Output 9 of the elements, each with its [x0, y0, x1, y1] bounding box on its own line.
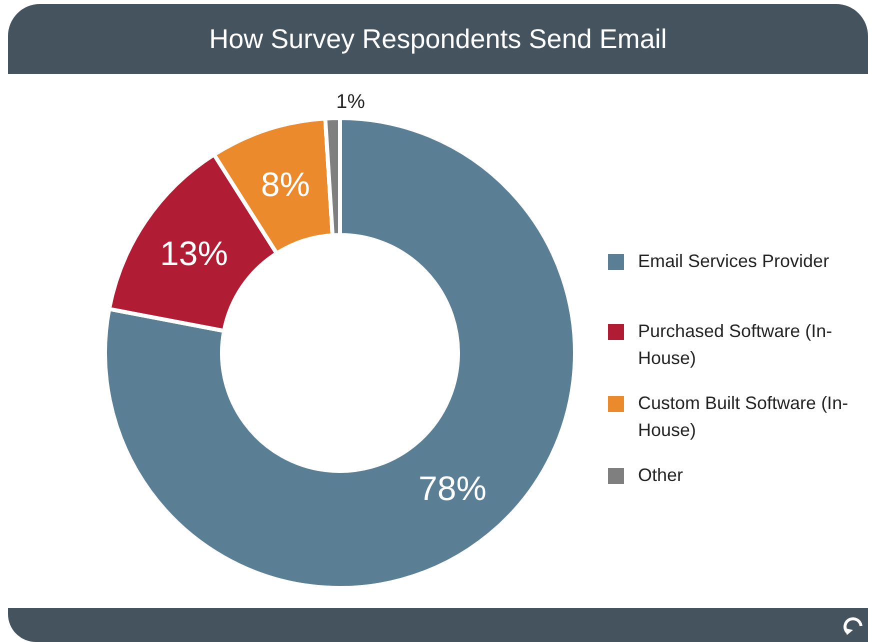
legend-label: Other [638, 464, 684, 487]
chart-title: How Survey Respondents Send Email [8, 4, 868, 74]
legend-label: Custom Built Software (In-House) [638, 392, 850, 442]
data-label: 13% [160, 234, 228, 273]
data-label: 78% [418, 470, 487, 508]
data-label: 1% [336, 91, 366, 114]
data-label: 8% [260, 166, 310, 204]
legend-label: Email Services Provider [638, 250, 830, 273]
legend-label: Purchased Software (In-House) [638, 320, 834, 370]
